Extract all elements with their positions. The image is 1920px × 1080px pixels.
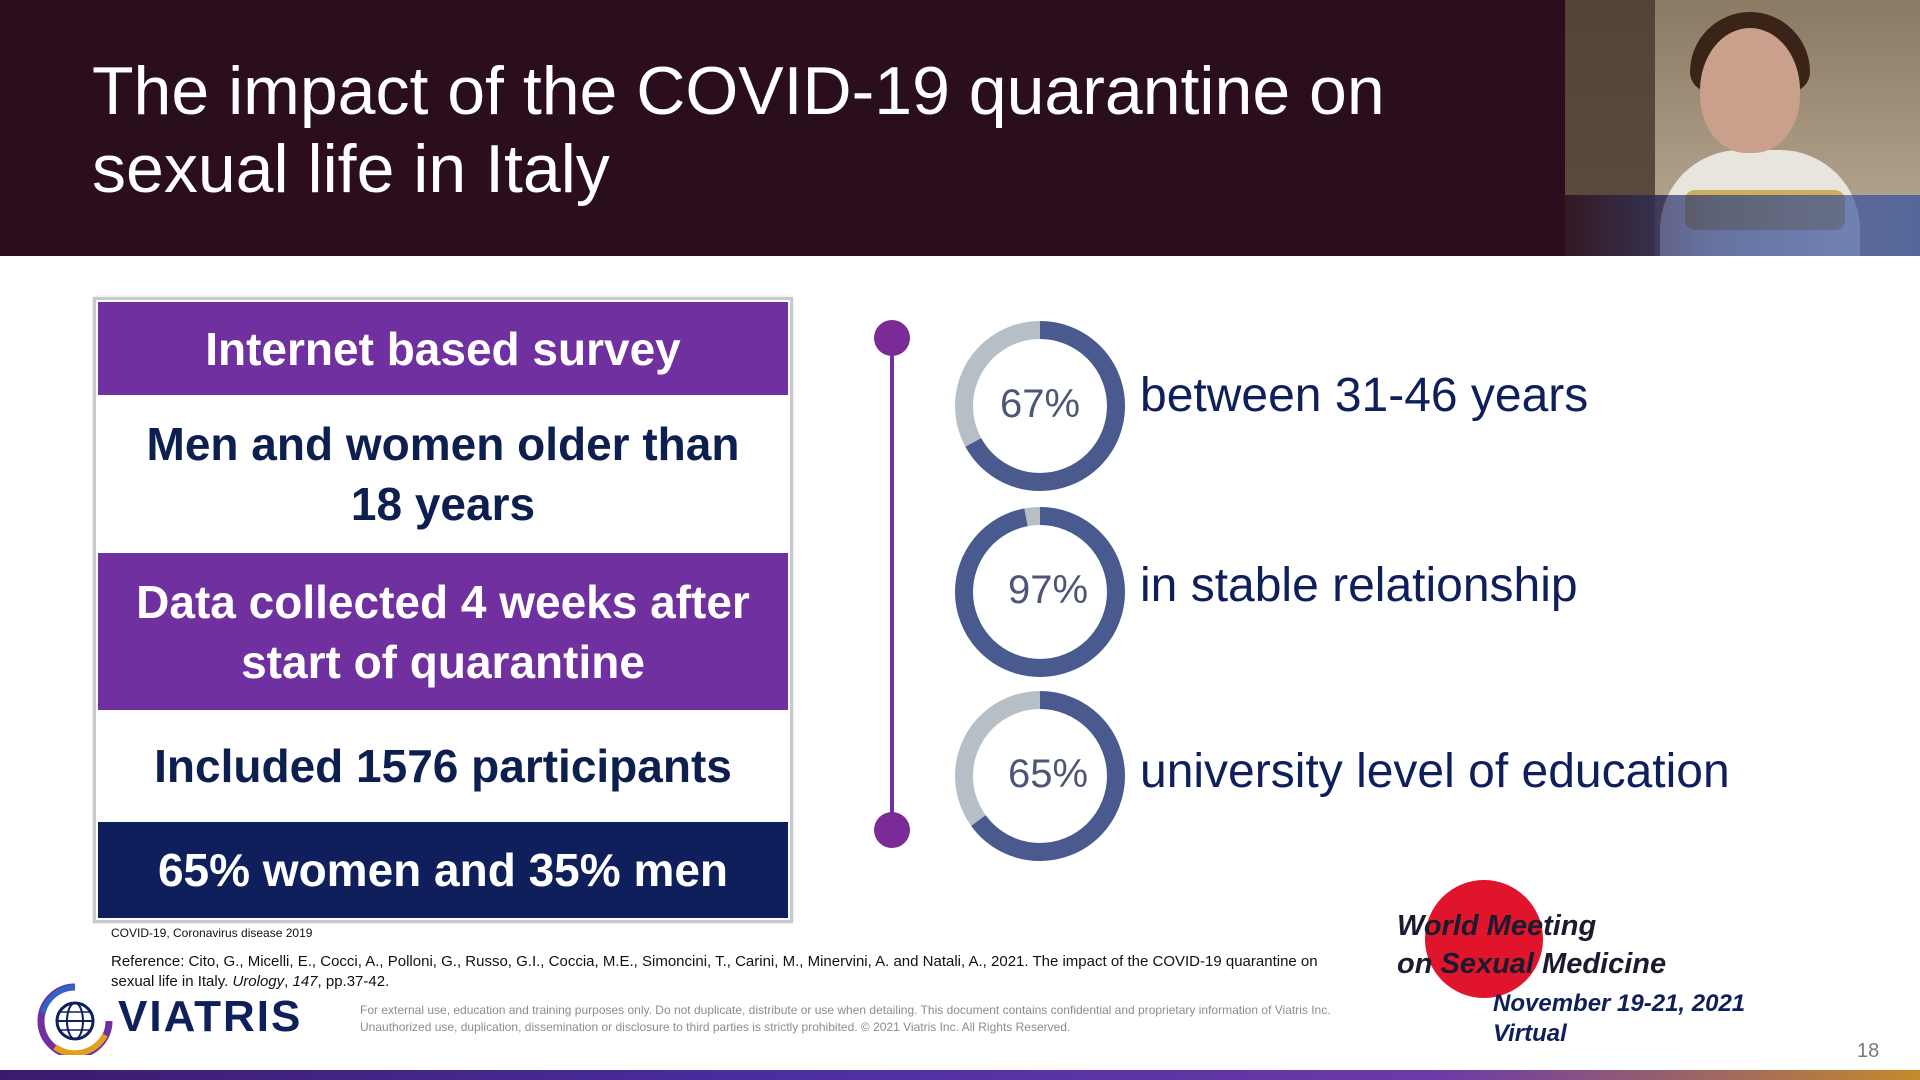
company-logo-text: VIATRIS bbox=[118, 992, 303, 1041]
survey-row-gender-split: 65% women and 35% men bbox=[98, 822, 788, 918]
donut-arc-relationship bbox=[955, 507, 1125, 677]
survey-row-population: Men and women older than 18 years bbox=[98, 395, 788, 553]
meeting-name-line2: on Sexual Medicine bbox=[1397, 948, 1667, 980]
slide-title: The impact of the COVID-19 quarantine on… bbox=[92, 53, 1385, 207]
donut-chart-relationship bbox=[955, 507, 1125, 677]
reference-volume: 147 bbox=[292, 973, 318, 990]
donut-chart-age bbox=[955, 321, 1125, 491]
reference-separator: , bbox=[284, 973, 293, 990]
timeline-line bbox=[890, 338, 894, 828]
donut-chart-education bbox=[955, 691, 1125, 861]
reference-citation: Reference: Cito, G., Micelli, E., Cocci,… bbox=[111, 952, 1351, 992]
meeting-logo-sun bbox=[1425, 880, 1543, 998]
meeting-mode: Virtual bbox=[1493, 1020, 1567, 1047]
survey-row-timing: Data collected 4 weeks after start of qu… bbox=[98, 553, 788, 710]
bottom-accent-bar bbox=[0, 1070, 1920, 1080]
meeting-dates: November 19-21, 2021 bbox=[1493, 990, 1746, 1017]
donut-arc-education bbox=[955, 691, 1125, 861]
presenter-webcam-feed bbox=[1565, 0, 1920, 256]
timeline-dot-top bbox=[874, 320, 910, 356]
stat-text-education: university level of education bbox=[1140, 745, 1730, 798]
abbreviation-footnote: COVID-19, Coronavirus disease 2019 bbox=[111, 926, 313, 940]
donut-arc-age bbox=[955, 321, 1125, 491]
meeting-name-line1: World Meeting bbox=[1397, 910, 1597, 942]
legal-disclaimer: For external use, education and training… bbox=[360, 1003, 1331, 1034]
page-number: 18 bbox=[1857, 1040, 1880, 1062]
survey-row-method: Internet based survey bbox=[98, 302, 788, 395]
globe-logo-icon bbox=[37, 983, 113, 1055]
presenter-face bbox=[1700, 28, 1800, 153]
reference-text: Reference: Cito, G., Micelli, E., Cocci,… bbox=[111, 953, 1318, 990]
donut-value-age: 67% bbox=[999, 382, 1081, 426]
reference-journal: Urology bbox=[232, 973, 285, 990]
stat-text-age: between 31-46 years bbox=[1140, 369, 1589, 422]
webcam-lower-blend bbox=[1565, 195, 1920, 256]
timeline-dot-bottom bbox=[874, 812, 910, 848]
donut-value-relationship: 97% bbox=[1007, 568, 1089, 612]
survey-row-participants: Included 1576 participants bbox=[98, 710, 788, 822]
survey-info-panel: Internet based survey Men and women olde… bbox=[93, 297, 793, 923]
stat-text-relationship: in stable relationship bbox=[1140, 559, 1578, 612]
reference-pages: , pp.37-42. bbox=[317, 973, 390, 990]
donut-value-education: 65% bbox=[1007, 752, 1089, 796]
